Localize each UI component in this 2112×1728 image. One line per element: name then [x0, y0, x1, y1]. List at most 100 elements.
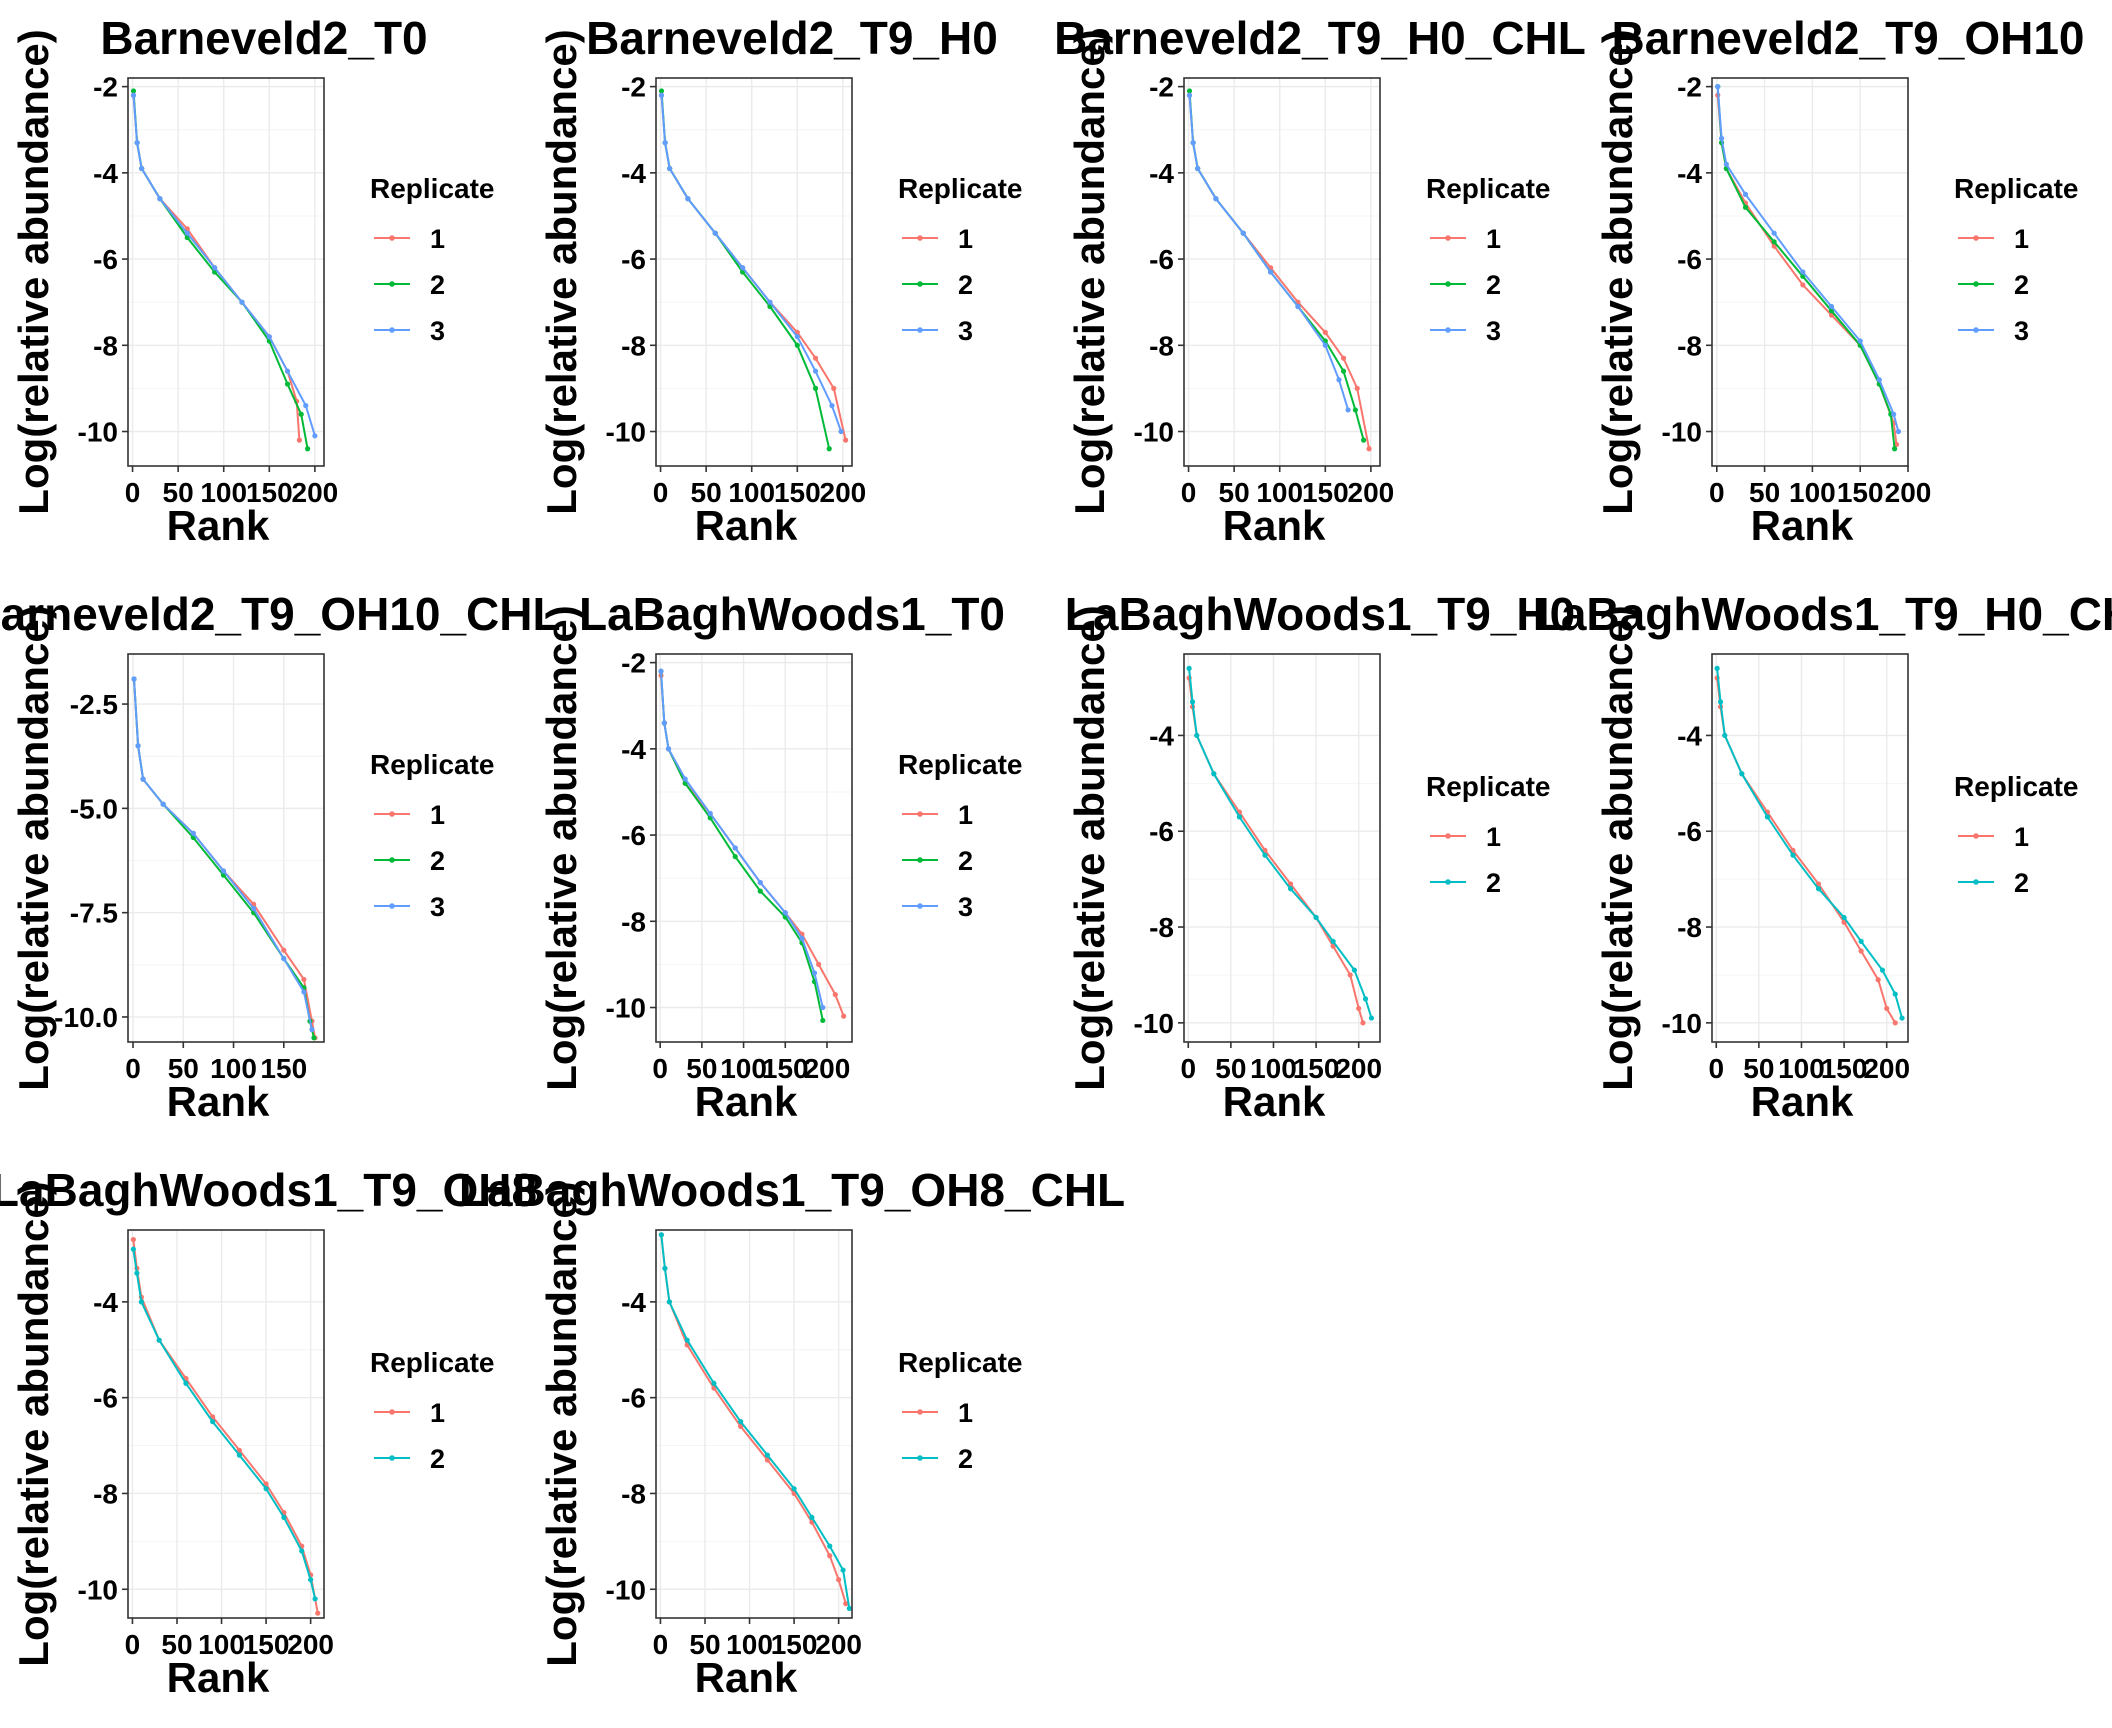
legend-key-point — [389, 857, 395, 863]
y-axis-title: Log(relative abundance) — [10, 605, 57, 1090]
x-tick-label: 200 — [815, 1629, 862, 1660]
x-axis-title: Rank — [695, 502, 798, 549]
data-point — [1800, 282, 1806, 288]
x-tick-label: 50 — [168, 1053, 199, 1084]
x-tick-label: 50 — [1743, 1053, 1774, 1084]
legend-key-point — [917, 1409, 923, 1415]
data-point — [1857, 338, 1863, 344]
x-tick-label: 150 — [246, 477, 293, 508]
legend-key-point — [1445, 833, 1451, 839]
y-tick-label: -8 — [621, 906, 646, 937]
data-point — [1351, 967, 1358, 973]
y-axis-title: Log(relative abundance) — [538, 1181, 585, 1666]
legend: Replicate 1 2 — [370, 1347, 495, 1474]
x-axis-title: Rank — [1751, 502, 1854, 549]
data-point — [299, 1548, 305, 1554]
y-tick-label: -2 — [1677, 72, 1702, 103]
x-tick-label: 150 — [771, 1629, 818, 1660]
data-point — [281, 955, 287, 962]
data-point — [134, 140, 140, 146]
x-tick-label: 150 — [1302, 477, 1349, 508]
data-point — [1884, 1005, 1890, 1012]
data-point — [1330, 938, 1336, 945]
x-axis-title: Rank — [167, 502, 270, 549]
legend-key-point — [1445, 281, 1451, 287]
data-point — [130, 92, 137, 98]
data-point — [263, 1486, 269, 1492]
plot-border — [127, 77, 325, 467]
x-tick-label: 50 — [689, 1629, 720, 1660]
data-point — [836, 1577, 842, 1583]
y-tick-label: -6 — [93, 1383, 118, 1414]
data-point — [304, 446, 311, 452]
x-tick-label: 150 — [1837, 477, 1884, 508]
legend-key-point — [917, 235, 923, 241]
legend-title: Replicate — [370, 749, 495, 780]
data-point — [183, 1380, 189, 1386]
legend-key-point — [389, 903, 395, 909]
data-point — [1340, 368, 1347, 374]
x-axis-title: Rank — [167, 1654, 270, 1701]
data-point — [311, 1035, 317, 1041]
legend-key-point — [389, 811, 395, 817]
grid — [1184, 654, 1380, 1042]
data-point — [1714, 665, 1720, 671]
legend: Replicate 1 2 — [1954, 771, 2079, 898]
y-axis-title: Log(relative abundance) — [1594, 605, 1641, 1090]
data-point — [236, 1447, 242, 1453]
y-tick-label: -8 — [93, 1478, 118, 1509]
data-point — [1356, 1005, 1362, 1012]
y-tick-label: -8 — [1677, 330, 1702, 361]
y-tick-label: -2.5 — [70, 689, 118, 720]
panel-title: LaBaghWoods1_T9_H0 — [1065, 588, 1575, 640]
legend-label: 2 — [958, 846, 973, 876]
y-axis-title: Log(relative abundance) — [1594, 29, 1641, 514]
y-tick-label: -2 — [1149, 72, 1174, 103]
data-point — [712, 230, 718, 236]
plot-area — [1712, 78, 1908, 466]
x-tick-label: 100 — [1250, 1053, 1297, 1084]
plot-border — [1711, 653, 1909, 1043]
y-tick-label: -10 — [606, 417, 646, 448]
series-line-2 — [1716, 668, 1903, 1019]
panel-title: LaBaghWoods1_T9_OH8_CHL — [459, 1164, 1125, 1216]
data-point — [843, 437, 849, 443]
data-point — [1764, 814, 1770, 820]
data-point — [661, 720, 667, 726]
data-point — [1742, 204, 1749, 210]
legend-key-point — [1973, 879, 1979, 885]
legend-label: 2 — [2014, 270, 2029, 300]
plot-area — [656, 1230, 852, 1618]
y-tick-label: -8 — [1149, 912, 1174, 943]
data-point — [1815, 886, 1822, 892]
data-point — [827, 1553, 833, 1559]
data-point — [303, 403, 309, 409]
y-tick-label: -6 — [1149, 816, 1174, 847]
series-line-2 — [660, 1234, 851, 1609]
plot-border — [127, 653, 325, 1043]
y-tick-label: -7.5 — [70, 898, 118, 929]
y-axis-title: Log(relative abundance) — [538, 29, 585, 514]
series-line-3 — [1188, 95, 1350, 411]
y-tick-label: -10 — [1134, 1008, 1174, 1039]
data-point — [308, 1577, 314, 1583]
data-point — [658, 92, 665, 98]
legend-title: Replicate — [898, 749, 1023, 780]
legend-label: 1 — [958, 224, 973, 254]
legend-label: 2 — [1486, 868, 1501, 898]
y-tick-label: -6 — [1677, 244, 1702, 275]
data-point — [266, 334, 272, 340]
panel-title: Barneveld2_T9_OH10 — [1611, 12, 2084, 64]
legend-key-point — [1973, 235, 1979, 241]
data-point — [1340, 355, 1347, 361]
x-axis-title: Rank — [167, 1078, 270, 1125]
y-tick-label: -4 — [93, 1287, 118, 1318]
data-point — [1352, 407, 1358, 413]
grid — [128, 654, 324, 1042]
data-point — [1800, 269, 1806, 275]
x-tick-label: 50 — [691, 477, 722, 508]
y-tick-label: -10 — [78, 417, 118, 448]
data-point — [1330, 943, 1336, 949]
